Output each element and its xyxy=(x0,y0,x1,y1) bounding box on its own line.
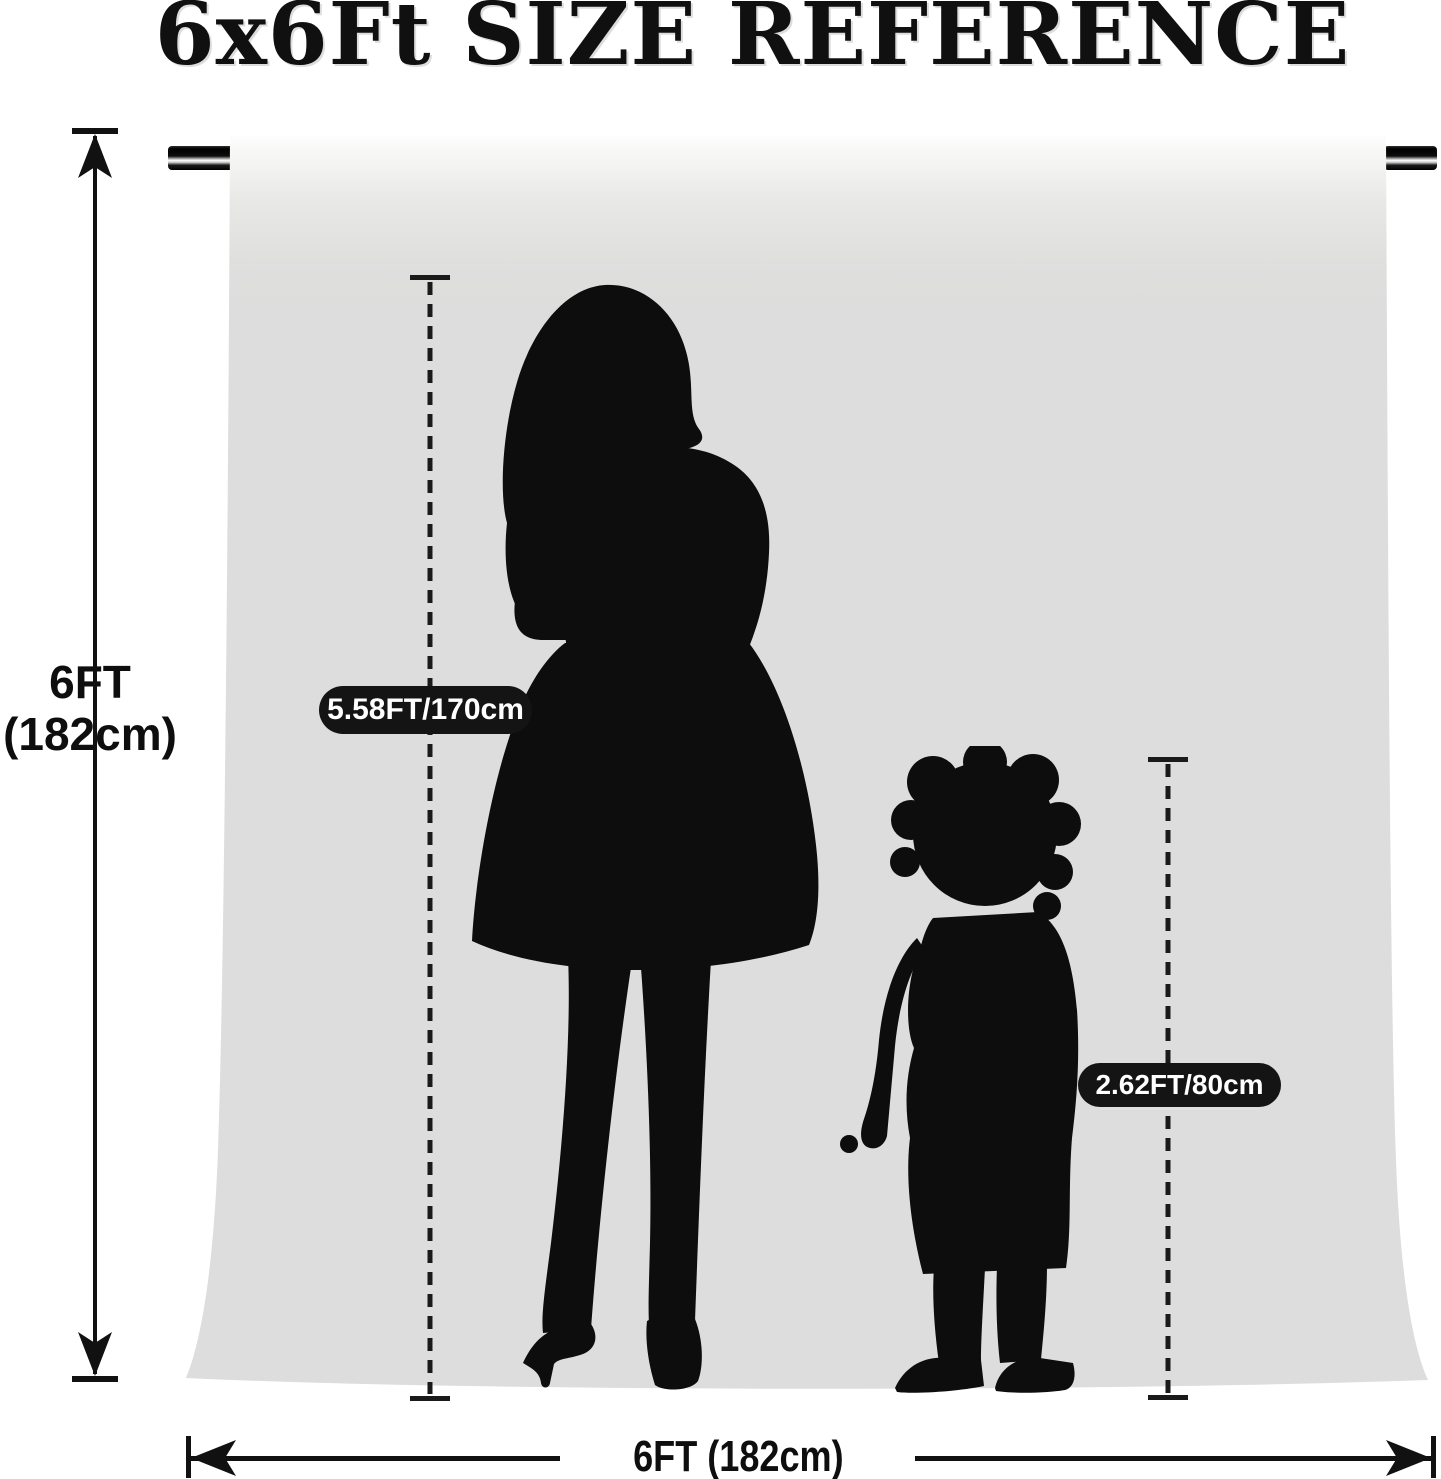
child-right-leg xyxy=(996,1263,1047,1363)
woman-left-arm xyxy=(514,483,615,640)
woman-back-shoe xyxy=(646,1314,702,1390)
woman-silhouette xyxy=(472,284,819,1390)
height-dimension-label-ft: 6FT xyxy=(49,656,131,708)
width-dimension-label: 6FT (182cm) xyxy=(560,1432,916,1479)
woman-front-leg xyxy=(542,938,635,1333)
woman-torso-arms xyxy=(561,446,770,649)
child-body xyxy=(906,912,1079,1274)
backdrop-rod-left xyxy=(168,146,234,170)
woman-height-measure-line xyxy=(410,275,450,1401)
child-right-foot xyxy=(995,1357,1075,1393)
backdrop-rod-right xyxy=(1384,146,1437,170)
width-dimension-label-text: 6FT (182cm) xyxy=(632,1432,844,1479)
child-hand xyxy=(840,1135,858,1153)
child-silhouette xyxy=(840,746,1081,1393)
page-title: 6x6Ft SIZE REFERENCE xyxy=(154,0,1351,85)
height-dimension-arrow xyxy=(72,128,118,1382)
woman-height-badge: 5.58FT/170cm xyxy=(319,686,532,734)
width-dimension-arrow xyxy=(186,1436,1436,1478)
height-dimension-label-cm: (182cm) xyxy=(3,708,177,761)
child-left-arm xyxy=(861,938,925,1149)
child-left-leg xyxy=(933,1268,985,1363)
woman-front-shoe xyxy=(523,1324,596,1388)
child-height-badge: 2.62FT/80cm xyxy=(1078,1063,1281,1107)
height-dimension-label: 6FT (182cm) xyxy=(0,656,180,761)
woman-skirt xyxy=(472,643,819,971)
woman-head-hair xyxy=(502,284,703,619)
woman-back-leg xyxy=(639,941,712,1325)
child-left-foot xyxy=(895,1357,984,1393)
